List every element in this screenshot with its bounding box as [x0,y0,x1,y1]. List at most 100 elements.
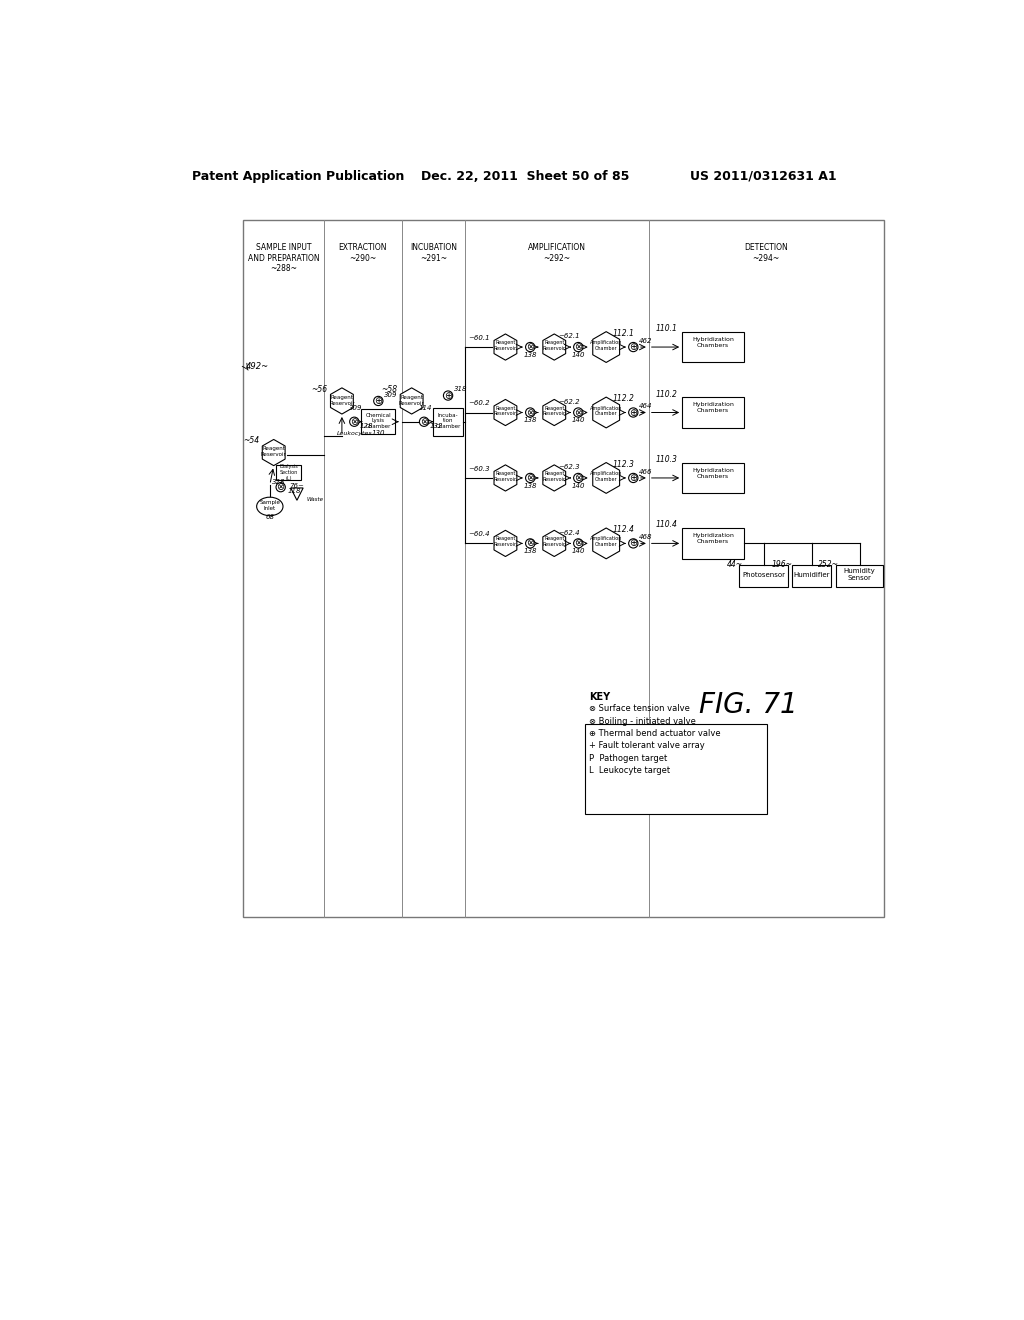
Circle shape [629,539,638,548]
Polygon shape [494,531,517,557]
Polygon shape [593,528,620,558]
Text: 112.2: 112.2 [612,395,634,403]
Text: Reagent
Reservoir: Reagent Reservoir [398,395,425,405]
Text: ~60.3: ~60.3 [468,466,489,471]
Text: ⊗: ⊗ [574,408,583,417]
Text: ~54: ~54 [243,437,259,445]
Text: Amplification
Chamber: Amplification Chamber [590,536,623,548]
Circle shape [525,408,535,417]
Text: ⊗: ⊗ [350,417,358,426]
Text: 462: 462 [639,338,652,345]
Text: 138: 138 [523,417,537,424]
Text: ⊗: ⊗ [574,342,583,352]
Circle shape [349,417,359,426]
Text: Reagent
Reservoir: Reagent Reservoir [261,446,287,457]
Polygon shape [543,465,565,491]
Text: 138: 138 [523,548,537,554]
Polygon shape [593,397,620,428]
Text: Amplification
Chamber: Amplification Chamber [590,471,623,482]
Bar [837,565,883,586]
Text: 466: 466 [639,469,652,475]
Text: US 2011/0312631 A1: US 2011/0312631 A1 [690,169,837,182]
Text: 114: 114 [418,405,432,411]
Text: Hybridization
Chambers: Hybridization Chambers [692,403,734,413]
Circle shape [573,342,583,351]
Circle shape [276,483,286,492]
Text: Reagent
Reservoir: Reagent Reservoir [543,471,566,482]
Text: + Fault tolerant valve array: + Fault tolerant valve array [589,742,705,750]
Polygon shape [494,334,517,360]
Text: ~58: ~58 [381,385,397,393]
Text: Leukocytes: Leukocytes [337,430,372,436]
Text: Humidifier: Humidifier [794,572,829,578]
Polygon shape [593,462,620,494]
Bar [682,462,744,494]
Bar [682,397,744,428]
Text: 140: 140 [571,483,585,488]
Circle shape [573,539,583,548]
Text: L  Leukocyte target: L Leukocyte target [589,766,671,775]
Polygon shape [331,388,353,414]
Text: ~56: ~56 [311,385,328,393]
Text: Incuba-
tion
Chamber: Incuba- tion Chamber [435,413,461,429]
Circle shape [374,396,383,405]
Text: ⊗: ⊗ [526,342,535,352]
Text: Photosensor: Photosensor [742,572,785,578]
Text: Reagent
Reservoir: Reagent Reservoir [543,341,566,351]
Polygon shape [291,488,303,500]
Bar [586,725,767,813]
Text: ⊕: ⊕ [629,539,637,548]
Text: ⊕: ⊕ [629,408,637,417]
Text: 196~: 196~ [771,560,793,569]
Text: 110.2: 110.2 [655,389,678,399]
Text: ~60.4: ~60.4 [468,531,489,537]
Ellipse shape [257,498,283,516]
Text: ⊗: ⊗ [526,539,535,548]
Text: 492~: 492~ [246,362,269,371]
Polygon shape [593,331,620,363]
Text: EXTRACTION
~290~: EXTRACTION ~290~ [339,243,387,263]
Bar [682,528,744,558]
Text: Patent Application Publication: Patent Application Publication [193,169,404,182]
Text: P  Pathogen target: P Pathogen target [589,754,668,763]
Text: ~60.1: ~60.1 [468,335,489,341]
Text: Hybridization
Chambers: Hybridization Chambers [692,337,734,348]
Text: 464: 464 [639,404,652,409]
Text: AMPLIFICATION
~292~: AMPLIFICATION ~292~ [528,243,586,263]
Text: Reagent
Reservoir: Reagent Reservoir [494,536,517,548]
Circle shape [573,408,583,417]
Text: Hybridization
Chambers: Hybridization Chambers [692,467,734,479]
Text: ⊗: ⊗ [276,482,285,492]
Polygon shape [494,400,517,425]
Text: DETECTION
~294~: DETECTION ~294~ [744,243,788,263]
Circle shape [525,342,535,351]
Text: 110.4: 110.4 [655,520,678,529]
Text: 118: 118 [288,488,301,494]
Text: Amplification
Chamber: Amplification Chamber [590,405,623,416]
Text: INCUBATION
~291~: INCUBATION ~291~ [410,243,457,263]
Text: 138: 138 [523,483,537,488]
Polygon shape [543,531,565,557]
Text: Dialysis
Section
(L): Dialysis Section (L) [280,465,298,480]
Text: ⊕: ⊕ [629,473,637,483]
Text: Reagent
Reservoir: Reagent Reservoir [543,405,566,416]
Bar [682,331,744,363]
Bar [361,409,395,434]
Text: Reagent
Reservoir: Reagent Reservoir [543,536,566,548]
Text: Amplification
Chamber: Amplification Chamber [590,341,623,351]
Circle shape [525,474,535,483]
Text: ⊕: ⊕ [629,342,637,352]
Text: ⊗: ⊗ [526,473,535,483]
Text: ⊕ Thermal bend actuator valve: ⊕ Thermal bend actuator valve [589,729,721,738]
Text: 252~: 252~ [818,560,839,569]
Text: ⊗: ⊗ [574,473,583,483]
Text: 309: 309 [349,405,362,411]
Text: ⊗ Boiling - initiated valve: ⊗ Boiling - initiated valve [589,717,696,726]
Text: SAMPLE INPUT
AND PREPARATION
~288~: SAMPLE INPUT AND PREPARATION ~288~ [248,243,319,273]
Text: 468: 468 [639,535,652,540]
Text: 328: 328 [272,479,286,484]
Text: Reagent
Reservoir: Reagent Reservoir [329,395,354,405]
Text: ~62.3: ~62.3 [558,465,580,470]
Polygon shape [543,400,565,425]
Bar [433,408,463,436]
